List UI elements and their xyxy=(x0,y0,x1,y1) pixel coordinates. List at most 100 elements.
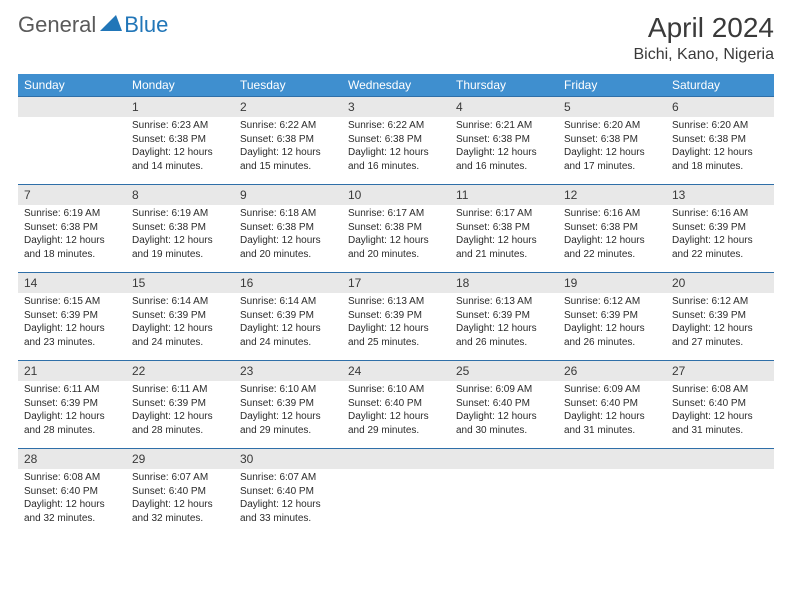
sunset-text: Sunset: 6:40 PM xyxy=(672,397,768,411)
sunset-text: Sunset: 6:39 PM xyxy=(672,221,768,235)
day-number: 26 xyxy=(558,360,666,381)
sunset-text: Sunset: 6:39 PM xyxy=(132,309,228,323)
page-header: General Blue April 2024 Bichi, Kano, Nig… xyxy=(18,12,774,64)
day-number: 29 xyxy=(126,448,234,469)
day-number-empty xyxy=(450,448,558,469)
daylight-text: Daylight: 12 hours and 28 minutes. xyxy=(24,410,120,437)
daylight-text: Daylight: 12 hours and 26 minutes. xyxy=(564,322,660,349)
calendar-body: 1Sunrise: 6:23 AMSunset: 6:38 PMDaylight… xyxy=(18,96,774,536)
daylight-text: Daylight: 12 hours and 32 minutes. xyxy=(24,498,120,525)
day-details: Sunrise: 6:07 AMSunset: 6:40 PMDaylight:… xyxy=(126,469,234,529)
day-details: Sunrise: 6:08 AMSunset: 6:40 PMDaylight:… xyxy=(666,381,774,441)
calendar-cell: 11Sunrise: 6:17 AMSunset: 6:38 PMDayligh… xyxy=(450,184,558,272)
day-number: 10 xyxy=(342,184,450,205)
day-cell: 6Sunrise: 6:20 AMSunset: 6:38 PMDaylight… xyxy=(666,96,774,184)
calendar-cell: 29Sunrise: 6:07 AMSunset: 6:40 PMDayligh… xyxy=(126,448,234,536)
daylight-text: Daylight: 12 hours and 29 minutes. xyxy=(240,410,336,437)
sunrise-text: Sunrise: 6:17 AM xyxy=(348,207,444,221)
calendar-cell: 14Sunrise: 6:15 AMSunset: 6:39 PMDayligh… xyxy=(18,272,126,360)
day-number: 19 xyxy=(558,272,666,293)
calendar-cell: 25Sunrise: 6:09 AMSunset: 6:40 PMDayligh… xyxy=(450,360,558,448)
day-cell: 11Sunrise: 6:17 AMSunset: 6:38 PMDayligh… xyxy=(450,184,558,272)
location-text: Bichi, Kano, Nigeria xyxy=(633,46,774,64)
sunrise-text: Sunrise: 6:16 AM xyxy=(672,207,768,221)
sunrise-text: Sunrise: 6:22 AM xyxy=(240,119,336,133)
daylight-text: Daylight: 12 hours and 32 minutes. xyxy=(132,498,228,525)
calendar-cell: 3Sunrise: 6:22 AMSunset: 6:38 PMDaylight… xyxy=(342,96,450,184)
sunrise-text: Sunrise: 6:08 AM xyxy=(24,471,120,485)
sunrise-text: Sunrise: 6:22 AM xyxy=(348,119,444,133)
day-cell xyxy=(342,448,450,536)
calendar-cell: 6Sunrise: 6:20 AMSunset: 6:38 PMDaylight… xyxy=(666,96,774,184)
sunset-text: Sunset: 6:38 PM xyxy=(672,133,768,147)
calendar-cell xyxy=(666,448,774,536)
day-details: Sunrise: 6:22 AMSunset: 6:38 PMDaylight:… xyxy=(342,117,450,177)
calendar-cell: 8Sunrise: 6:19 AMSunset: 6:38 PMDaylight… xyxy=(126,184,234,272)
day-number: 27 xyxy=(666,360,774,381)
day-cell: 25Sunrise: 6:09 AMSunset: 6:40 PMDayligh… xyxy=(450,360,558,448)
daylight-text: Daylight: 12 hours and 33 minutes. xyxy=(240,498,336,525)
day-details: Sunrise: 6:20 AMSunset: 6:38 PMDaylight:… xyxy=(558,117,666,177)
daylight-text: Daylight: 12 hours and 28 minutes. xyxy=(132,410,228,437)
day-number-empty xyxy=(558,448,666,469)
daylight-text: Daylight: 12 hours and 20 minutes. xyxy=(348,234,444,261)
day-number: 13 xyxy=(666,184,774,205)
day-details: Sunrise: 6:16 AMSunset: 6:38 PMDaylight:… xyxy=(558,205,666,265)
day-cell: 9Sunrise: 6:18 AMSunset: 6:38 PMDaylight… xyxy=(234,184,342,272)
day-details: Sunrise: 6:12 AMSunset: 6:39 PMDaylight:… xyxy=(558,293,666,353)
calendar-cell: 15Sunrise: 6:14 AMSunset: 6:39 PMDayligh… xyxy=(126,272,234,360)
day-cell: 12Sunrise: 6:16 AMSunset: 6:38 PMDayligh… xyxy=(558,184,666,272)
sunset-text: Sunset: 6:39 PM xyxy=(240,397,336,411)
weekday-header: Wednesday xyxy=(342,74,450,96)
sunrise-text: Sunrise: 6:14 AM xyxy=(132,295,228,309)
day-number: 8 xyxy=(126,184,234,205)
daylight-text: Daylight: 12 hours and 15 minutes. xyxy=(240,146,336,173)
day-cell: 7Sunrise: 6:19 AMSunset: 6:38 PMDaylight… xyxy=(18,184,126,272)
calendar-cell: 23Sunrise: 6:10 AMSunset: 6:39 PMDayligh… xyxy=(234,360,342,448)
day-cell: 1Sunrise: 6:23 AMSunset: 6:38 PMDaylight… xyxy=(126,96,234,184)
calendar-cell: 9Sunrise: 6:18 AMSunset: 6:38 PMDaylight… xyxy=(234,184,342,272)
sunrise-text: Sunrise: 6:09 AM xyxy=(456,383,552,397)
daylight-text: Daylight: 12 hours and 20 minutes. xyxy=(240,234,336,261)
calendar-row: 28Sunrise: 6:08 AMSunset: 6:40 PMDayligh… xyxy=(18,448,774,536)
daylight-text: Daylight: 12 hours and 31 minutes. xyxy=(564,410,660,437)
calendar-cell: 12Sunrise: 6:16 AMSunset: 6:38 PMDayligh… xyxy=(558,184,666,272)
daylight-text: Daylight: 12 hours and 17 minutes. xyxy=(564,146,660,173)
sunrise-text: Sunrise: 6:18 AM xyxy=(240,207,336,221)
day-number: 7 xyxy=(18,184,126,205)
calendar-cell: 13Sunrise: 6:16 AMSunset: 6:39 PMDayligh… xyxy=(666,184,774,272)
sunrise-text: Sunrise: 6:10 AM xyxy=(348,383,444,397)
sunrise-text: Sunrise: 6:12 AM xyxy=(672,295,768,309)
day-number: 23 xyxy=(234,360,342,381)
sunset-text: Sunset: 6:40 PM xyxy=(456,397,552,411)
day-cell: 29Sunrise: 6:07 AMSunset: 6:40 PMDayligh… xyxy=(126,448,234,536)
day-number: 30 xyxy=(234,448,342,469)
calendar-cell: 21Sunrise: 6:11 AMSunset: 6:39 PMDayligh… xyxy=(18,360,126,448)
day-details: Sunrise: 6:12 AMSunset: 6:39 PMDaylight:… xyxy=(666,293,774,353)
weekday-header: Monday xyxy=(126,74,234,96)
day-details: Sunrise: 6:09 AMSunset: 6:40 PMDaylight:… xyxy=(558,381,666,441)
sunset-text: Sunset: 6:40 PM xyxy=(348,397,444,411)
calendar-cell: 10Sunrise: 6:17 AMSunset: 6:38 PMDayligh… xyxy=(342,184,450,272)
day-details: Sunrise: 6:11 AMSunset: 6:39 PMDaylight:… xyxy=(126,381,234,441)
sunrise-text: Sunrise: 6:13 AM xyxy=(348,295,444,309)
day-cell: 8Sunrise: 6:19 AMSunset: 6:38 PMDaylight… xyxy=(126,184,234,272)
calendar-cell: 19Sunrise: 6:12 AMSunset: 6:39 PMDayligh… xyxy=(558,272,666,360)
day-details: Sunrise: 6:07 AMSunset: 6:40 PMDaylight:… xyxy=(234,469,342,529)
day-details: Sunrise: 6:16 AMSunset: 6:39 PMDaylight:… xyxy=(666,205,774,265)
day-number: 16 xyxy=(234,272,342,293)
sunset-text: Sunset: 6:39 PM xyxy=(240,309,336,323)
day-number: 15 xyxy=(126,272,234,293)
day-cell: 21Sunrise: 6:11 AMSunset: 6:39 PMDayligh… xyxy=(18,360,126,448)
daylight-text: Daylight: 12 hours and 21 minutes. xyxy=(456,234,552,261)
sunset-text: Sunset: 6:38 PM xyxy=(564,133,660,147)
sunset-text: Sunset: 6:38 PM xyxy=(24,221,120,235)
sunrise-text: Sunrise: 6:19 AM xyxy=(24,207,120,221)
day-number-empty xyxy=(18,96,126,117)
day-number-empty xyxy=(342,448,450,469)
calendar-row: 7 Sunrise: 6:19 AMSunset: 6:38 PM Daylight… xyxy=(18,184,774,272)
sunrise-text: Sunrise: 6:14 AM xyxy=(240,295,336,309)
daylight-text: Daylight: 12 hours and 25 minutes. xyxy=(348,322,444,349)
sunset-text: Sunset: 6:39 PM xyxy=(456,309,552,323)
daylight-text: Daylight: 12 hours and 29 minutes. xyxy=(348,410,444,437)
